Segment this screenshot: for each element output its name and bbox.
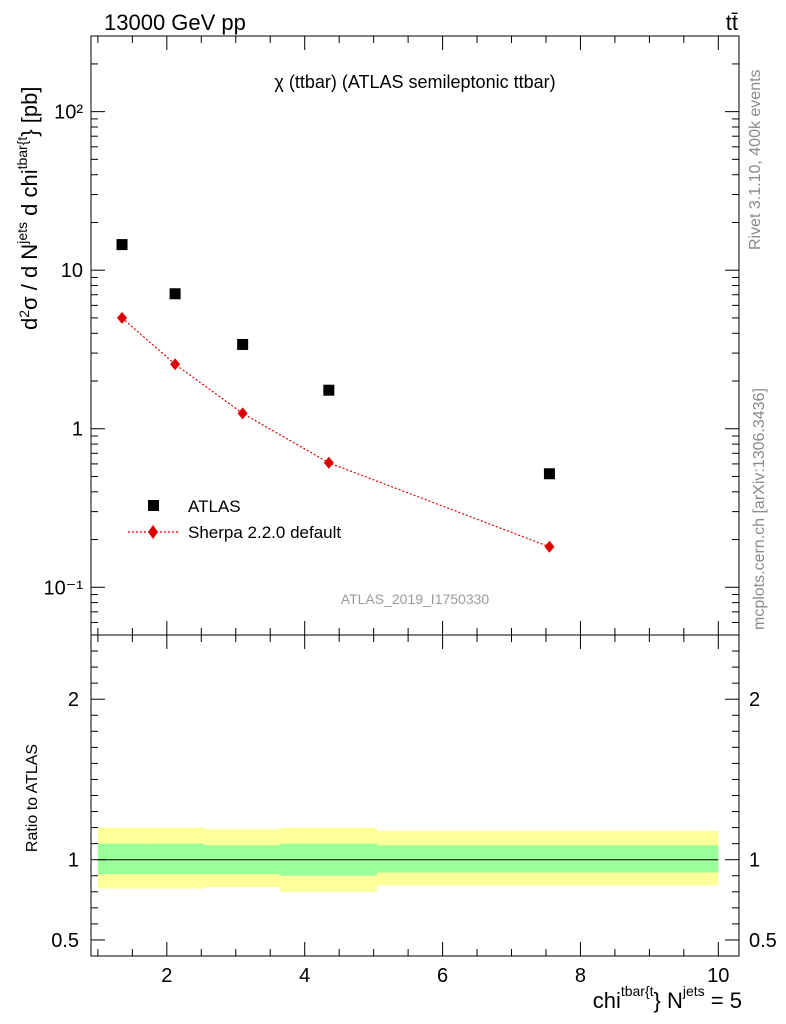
main-x-ticks bbox=[97, 36, 719, 635]
main-y-ticks: 10⁻¹ 1 10 10² bbox=[44, 35, 739, 636]
rivet-label: Rivet 3.1.10, 400k events bbox=[747, 69, 764, 250]
ratio-y-tick-label-right: 0.5 bbox=[749, 930, 777, 952]
ratio-stat-band bbox=[149, 843, 205, 875]
x-tick-label: 4 bbox=[299, 965, 310, 987]
ratio-y-tick-label: 1 bbox=[68, 850, 79, 872]
atlas-point bbox=[116, 239, 128, 251]
svg-text:d2σ / d Njets d chitbar{t} [pb: d2σ / d Njets d chitbar{t} [pb] bbox=[14, 87, 42, 330]
sherpa-point bbox=[170, 358, 181, 371]
ratio-frame bbox=[90, 634, 740, 957]
sherpa-point bbox=[323, 456, 334, 469]
mcplots-label: mcplots.cern.ch [arXiv:1306.3436] bbox=[751, 388, 768, 630]
main-y-tick-label: 10⁻¹ bbox=[44, 577, 84, 599]
legend-sherpa-marker bbox=[148, 525, 158, 539]
atlas-point bbox=[543, 468, 555, 480]
x-axis-label: chitbar{t} Njets = 5 bbox=[593, 983, 742, 1013]
plot-title: χ (ttbar) (ATLAS semileptonic ttbar) bbox=[274, 72, 555, 92]
ratio-y-tick-label-right: 2 bbox=[749, 689, 760, 711]
legend-sherpa-label: Sherpa 2.2.0 default bbox=[188, 523, 341, 542]
x-tick-label: 10 bbox=[707, 965, 729, 987]
ratio-y-tick-label: 0.5 bbox=[51, 930, 79, 952]
legend: ATLAS Sherpa 2.2.0 default bbox=[128, 497, 341, 542]
atlas-point bbox=[323, 384, 335, 396]
ratio-y-label: Ratio to ATLAS bbox=[24, 744, 41, 852]
main-y-tick-label: 10² bbox=[54, 102, 83, 124]
main-y-tick-label: 1 bbox=[72, 419, 83, 441]
atlas-point bbox=[237, 338, 249, 350]
x-tick-label: 8 bbox=[575, 965, 586, 987]
ratio-y-tick-label-right: 1 bbox=[749, 850, 760, 872]
ratio-stat-band bbox=[97, 843, 150, 875]
ratio-y-tick-label: 2 bbox=[68, 689, 79, 711]
main-frame bbox=[90, 35, 740, 636]
ratio-stat-band bbox=[377, 845, 719, 873]
main-panel: 10⁻¹ 1 10 10² χ (ttbar) (ATLAS semileptonic… bbox=[14, 35, 740, 636]
sherpa-line bbox=[121, 317, 550, 548]
x-tick-label: 2 bbox=[161, 965, 172, 987]
main-y-axis-label: d2σ / d Njets d chitbar{t} [pb] bbox=[14, 87, 42, 330]
analysis-tag: ATLAS_2019_I1750330 bbox=[341, 591, 490, 607]
main-series bbox=[116, 239, 555, 553]
sherpa-point bbox=[117, 311, 128, 324]
legend-atlas-marker bbox=[148, 500, 159, 511]
x-tick-label: 6 bbox=[437, 965, 448, 987]
legend-atlas-label: ATLAS bbox=[188, 497, 241, 516]
ratio-y-ticks: 0.5 0.5 1 1 2 2 bbox=[51, 650, 777, 952]
header-left: 13000 GeV pp bbox=[104, 10, 246, 35]
ratio-panel: 0.5 0.5 1 1 2 2 2 4 6 8 10 Ratio to ATLAS chitbar… bbox=[24, 634, 777, 1013]
svg-text:chitbar{t} Njets = 5: chitbar{t} Njets = 5 bbox=[593, 983, 742, 1013]
ratio-x-ticks: 2 4 6 8 10 bbox=[97, 635, 729, 987]
sherpa-point bbox=[237, 407, 248, 420]
main-y-tick-label: 10 bbox=[61, 260, 83, 282]
header-right: tt̄ bbox=[726, 10, 738, 35]
atlas-point bbox=[169, 288, 181, 300]
sherpa-point bbox=[544, 540, 555, 553]
